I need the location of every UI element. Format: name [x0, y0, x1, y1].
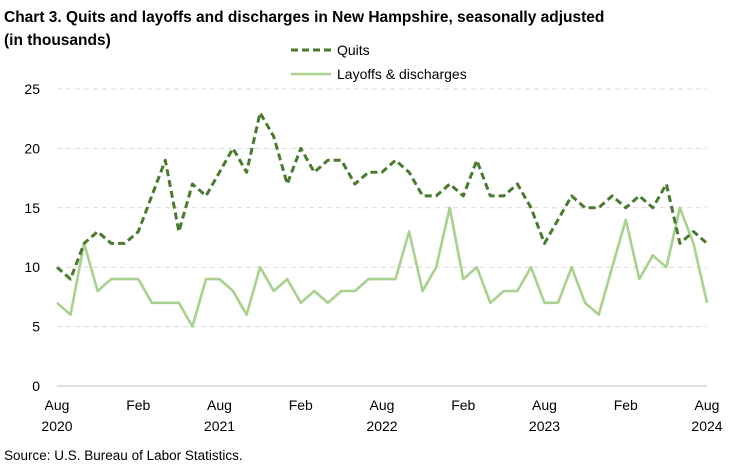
chart-title-line1: Chart 3. Quits and layoffs and discharge…	[4, 9, 605, 26]
x-tick-year-label: 2020	[41, 418, 72, 434]
x-tick-label: Feb	[451, 397, 475, 413]
x-tick-label: Feb	[614, 397, 638, 413]
x-tick-label: Aug	[207, 397, 232, 413]
y-tick-label: 15	[24, 200, 40, 216]
x-tick-label: Feb	[289, 397, 313, 413]
legend-quits-label: Quits	[337, 42, 370, 58]
legend-layoffs-label: Layoffs & discharges	[337, 66, 467, 82]
legend: Quits Layoffs & discharges	[291, 42, 467, 82]
y-tick-label: 5	[32, 319, 40, 335]
y-axis: 0 5 10 15 20 25	[24, 81, 40, 394]
series-lines	[56, 111, 709, 328]
y-tick-label: 20	[24, 140, 40, 156]
x-tick-year-label: 2021	[204, 418, 235, 434]
y-tick-label: 10	[24, 259, 40, 275]
x-tick-label: Aug	[370, 397, 395, 413]
gridlines	[57, 88, 707, 328]
x-tick-year-label: 2023	[529, 418, 560, 434]
x-tick-label: Aug	[695, 397, 720, 413]
chart-title: Chart 3. Quits and layoffs and discharge…	[4, 6, 704, 52]
x-tick-year-label: 2024	[691, 418, 722, 434]
x-tick-label: Feb	[126, 397, 150, 413]
layoffs-line	[56, 206, 709, 328]
x-tick-year-label: 2022	[366, 418, 397, 434]
x-axis: Aug 2020 Feb Aug 2021 Feb Aug 2022 Feb Aug 2023 Feb…	[41, 385, 723, 434]
source-note: Source: U.S. Bureau of Labor Statistics.	[4, 448, 243, 463]
quits-line	[56, 111, 708, 281]
x-tick-label: Aug	[532, 397, 557, 413]
y-tick-label: 0	[32, 378, 40, 394]
x-tick-label: Aug	[45, 397, 70, 413]
chart-title-line2: (in thousands)	[4, 32, 111, 49]
y-tick-label: 25	[24, 81, 40, 97]
